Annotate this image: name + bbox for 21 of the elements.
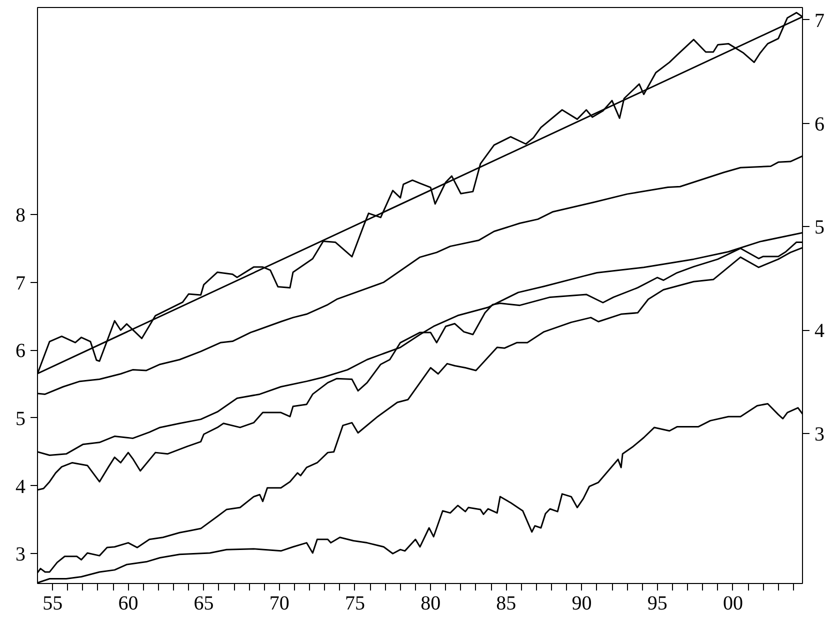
y2-tick-label: 5 — [814, 216, 824, 239]
y2-tick-label: 4 — [814, 320, 824, 342]
y-tick-label: 8 — [16, 204, 26, 226]
x-tick-label: 80 — [420, 592, 441, 614]
y-tick-label: 6 — [16, 340, 26, 362]
x-tick-label: 75 — [344, 592, 365, 614]
x-tick-label: 95 — [647, 592, 668, 614]
x-tick-label: 60 — [118, 592, 138, 614]
x-tick-label: 70 — [269, 592, 290, 614]
y2-tick-label: 7 — [814, 10, 824, 32]
x-tick-label: 55 — [42, 592, 63, 614]
y-tick-label: 7 — [16, 272, 26, 294]
x-tick-label: 00 — [722, 592, 743, 614]
x-tick-label: 65 — [194, 592, 214, 614]
x-tick-label: 90 — [572, 592, 592, 614]
y-tick-label: 4 — [16, 476, 26, 498]
y-tick-label: 5 — [16, 408, 26, 430]
y2-tick-label: 6 — [814, 113, 824, 136]
x-tick-label: 85 — [496, 592, 516, 614]
y2-tick-label: 3 — [814, 424, 824, 446]
y-tick-label: 3 — [16, 544, 26, 566]
